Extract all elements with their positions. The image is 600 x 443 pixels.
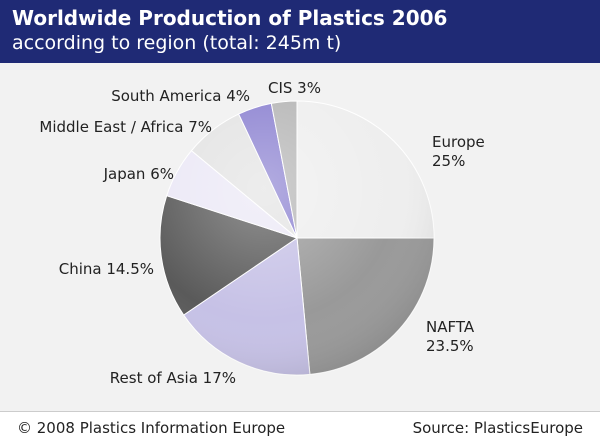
chart-title: Worldwide Production of Plastics 2006	[12, 6, 448, 30]
slice-label-line: Japan 6%	[103, 165, 174, 183]
slice-label-japan: Japan 6%	[103, 165, 174, 183]
slice-label-china: China 14.5%	[59, 260, 154, 278]
pie-shading	[160, 101, 434, 375]
slice-label-europe: Europe 25%	[432, 133, 485, 170]
chart-header: Worldwide Production of Plastics 2006 ac…	[0, 0, 600, 63]
slice-label-line: CIS 3%	[268, 79, 321, 97]
slice-label-south-america: South America 4%	[111, 87, 250, 105]
slice-label-middle-east-africa: Middle East / Africa 7%	[39, 118, 212, 136]
source-text: Source: PlasticsEurope	[412, 419, 583, 437]
slice-label-line: China 14.5%	[59, 260, 154, 278]
slice-label-nafta: NAFTA 23.5%	[426, 318, 475, 355]
slice-label-rest-of-asia: Rest of Asia 17%	[110, 369, 236, 387]
chart-subtitle: according to region (total: 245m t)	[12, 32, 342, 54]
copyright-text: © 2008 Plastics Information Europe	[17, 419, 286, 437]
slice-label-line: Europe	[432, 133, 485, 151]
slice-label-line: Middle East / Africa 7%	[39, 118, 212, 136]
slice-label-line: South America 4%	[111, 87, 250, 105]
slice-label-cis: CIS 3%	[268, 79, 321, 97]
chart-footer: © 2008 Plastics Information Europe Sourc…	[0, 411, 600, 443]
slice-label-line: Rest of Asia 17%	[110, 369, 236, 387]
slice-label-line: NAFTA	[426, 318, 475, 336]
slice-label-line: 23.5%	[426, 337, 474, 355]
pie-chart: Europe 25% NAFTA 23.5% Rest of Asia 17% China…	[39, 79, 485, 387]
slice-label-line: 25%	[432, 152, 465, 170]
